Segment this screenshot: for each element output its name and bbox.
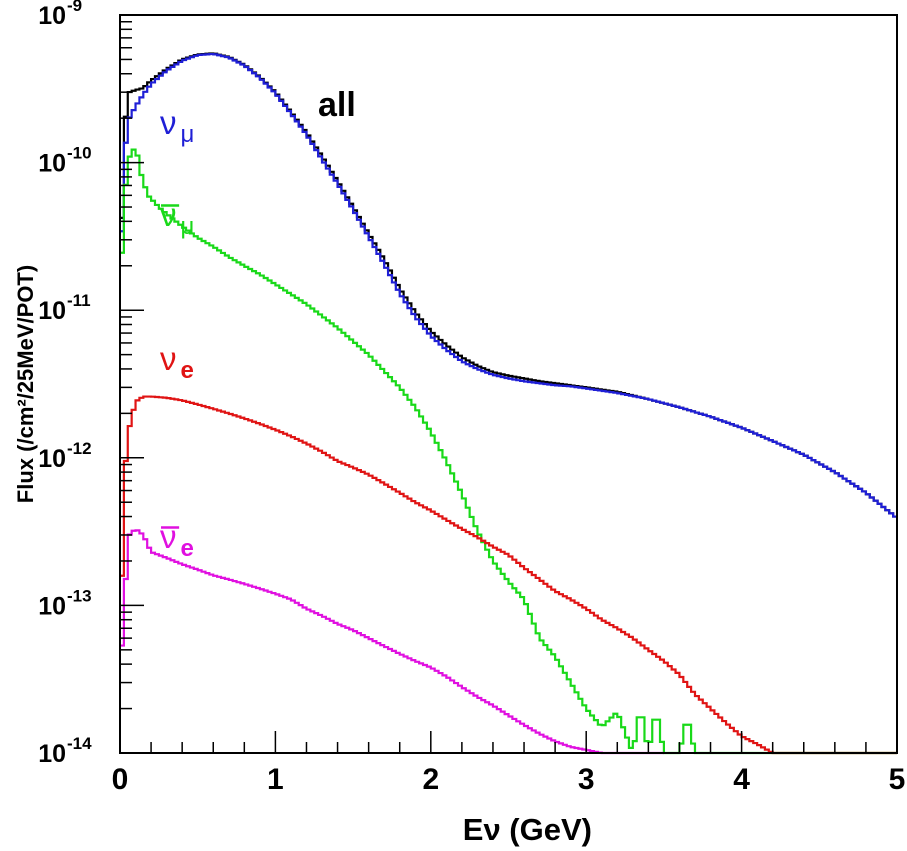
series-label-text: ν (160, 518, 177, 555)
series-label-subscript: e (180, 357, 193, 384)
series-line-2 (120, 148, 897, 755)
series-line-1 (120, 52, 897, 518)
y-tick-exponent: -9 (67, 0, 82, 15)
x-tick-label: 0 (112, 763, 129, 796)
y-tick-label: 10 (38, 445, 66, 473)
series-label-0: all (318, 86, 356, 124)
series-line-0 (120, 52, 897, 518)
x-tick-label: 3 (578, 763, 595, 796)
y-axis-title: Flux (/cm²/25MeV/POT) (13, 265, 38, 503)
y-tick-label: 10 (38, 592, 66, 620)
series-label-subscript: μ (180, 213, 194, 240)
x-tick-label: 1 (267, 763, 284, 796)
series-label-subscript: μ (180, 121, 194, 148)
y-tick-exponent: -13 (67, 586, 92, 605)
plot-frame (119, 14, 898, 754)
series-label-text: all (318, 86, 356, 124)
series-line-4 (120, 529, 664, 755)
y-tick-exponent: -14 (67, 734, 92, 753)
y-tick-label: 10 (38, 740, 66, 768)
y-tick-label: 10 (38, 150, 66, 178)
y-tick-exponent: -10 (67, 144, 92, 163)
y-tick-exponent: -12 (67, 439, 92, 458)
x-tick-label: 2 (422, 763, 439, 796)
y-tick-label: 10 (38, 297, 66, 325)
series-label-subscript: e (180, 535, 193, 562)
x-tick-label: 4 (733, 763, 750, 796)
series-line-3 (120, 395, 897, 755)
series-label-text: ν (160, 340, 177, 377)
y-tick-label: 10 (38, 2, 66, 30)
x-tick-label: 5 (889, 763, 906, 796)
y-tick-exponent: -11 (67, 291, 91, 310)
series-layer (120, 52, 897, 755)
series-label-text: ν (160, 196, 177, 233)
series-label-text: ν (160, 104, 177, 141)
x-axis-title: Eν (GeV) (463, 812, 592, 847)
